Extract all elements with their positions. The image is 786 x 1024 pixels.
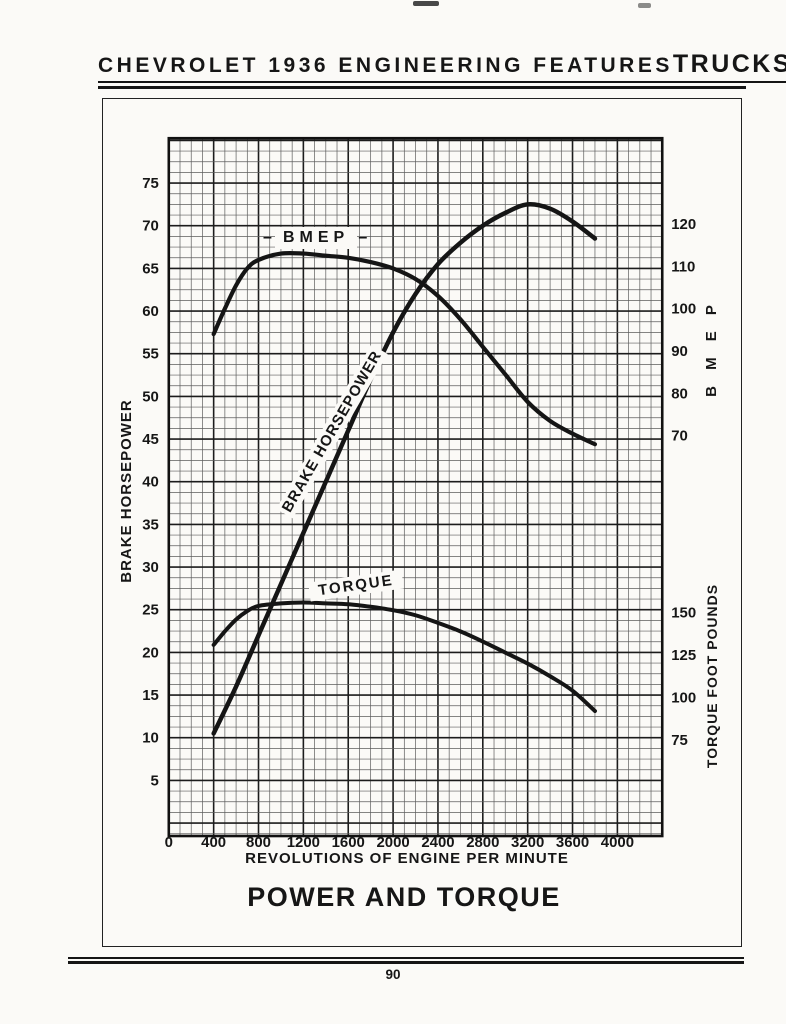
bhp-tick-label: 30 xyxy=(142,559,159,576)
torque-tick-label: 100 xyxy=(671,689,696,706)
bhp-tick-label: 75 xyxy=(142,175,159,192)
x-tick-label: 1600 xyxy=(332,834,365,851)
bmep-tick-label: 100 xyxy=(671,301,696,318)
bhp-tick-label: 70 xyxy=(142,218,159,235)
curve-torque xyxy=(211,600,597,714)
x-tick-label: 2800 xyxy=(466,834,499,851)
ink-smudge xyxy=(638,3,651,8)
bhp-tick-label: 40 xyxy=(142,474,159,491)
footer-rule-thin xyxy=(68,957,744,959)
bmep-tick-label: 90 xyxy=(671,343,688,360)
chart-title: POWER AND TORQUE xyxy=(247,882,561,912)
bmep-tick-label: 70 xyxy=(671,428,688,445)
torque-axis-title: TORQUE FOOT POUNDS xyxy=(704,583,720,769)
torque-tick-label: 150 xyxy=(671,605,696,622)
x-tick-label: 2000 xyxy=(376,834,409,851)
x-tick-label: 0 xyxy=(165,834,173,851)
page-header: CHEVROLET 1936 ENGINEERING FEATURES TRUC… xyxy=(98,50,786,83)
bmep-axis-title: B M E P xyxy=(703,299,720,397)
header-title: CHEVROLET 1936 ENGINEERING FEATURES xyxy=(98,54,673,83)
bhp-tick-label: 10 xyxy=(142,730,159,747)
curve-bhp xyxy=(211,202,598,736)
x-tick-label: 800 xyxy=(246,834,271,851)
bmep-tick-label: 120 xyxy=(671,216,696,233)
x-tick-label: 3600 xyxy=(556,834,589,851)
x-tick-label: 4000 xyxy=(601,834,634,851)
torque-tick-label: 75 xyxy=(671,732,688,749)
x-axis-title: REVOLUTIONS OF ENGINE PER MINUTE xyxy=(245,850,569,867)
bhp-tick-label: 55 xyxy=(142,346,159,363)
bhp-tick-label: 5 xyxy=(151,772,159,789)
bhp-tick-label: 65 xyxy=(142,260,159,277)
bhp-tick-label: 25 xyxy=(142,602,159,619)
bhp-tick-label: 45 xyxy=(142,431,159,448)
bhp-tick-label: 15 xyxy=(142,687,159,704)
x-tick-label: 1200 xyxy=(287,834,320,851)
bhp-tick-label: 20 xyxy=(142,644,159,661)
ink-smudge xyxy=(413,1,439,6)
grid-border xyxy=(167,136,664,838)
bhp-tick-label: 50 xyxy=(142,388,159,405)
power-torque-chart: 5 10 15 20 25 30 35 40 45 50 55 60 65 70 75 0 400 800 1200… xyxy=(142,136,696,851)
header-rule xyxy=(98,86,746,89)
x-tick-label: 2400 xyxy=(421,834,454,851)
curve-bmep xyxy=(211,250,598,447)
footer-rule-thick xyxy=(68,961,744,964)
bhp-tick-label: 35 xyxy=(142,516,159,533)
torque-tick-label: 125 xyxy=(671,647,696,664)
x-tick-label: 400 xyxy=(201,834,226,851)
bhp-axis-title: BRAKE HORSEPOWER xyxy=(118,399,135,583)
bmep-tick-label: 110 xyxy=(671,258,695,275)
header-section: TRUCKS xyxy=(672,50,786,83)
x-tick-label: 3200 xyxy=(511,834,544,851)
page-number: 90 xyxy=(385,967,401,982)
bmep-tick-label: 80 xyxy=(671,385,688,402)
chart-frame: 5 10 15 20 25 30 35 40 45 50 55 60 65 70 75 0 400 800 1200… xyxy=(102,98,742,947)
bhp-tick-label: 60 xyxy=(142,303,159,320)
